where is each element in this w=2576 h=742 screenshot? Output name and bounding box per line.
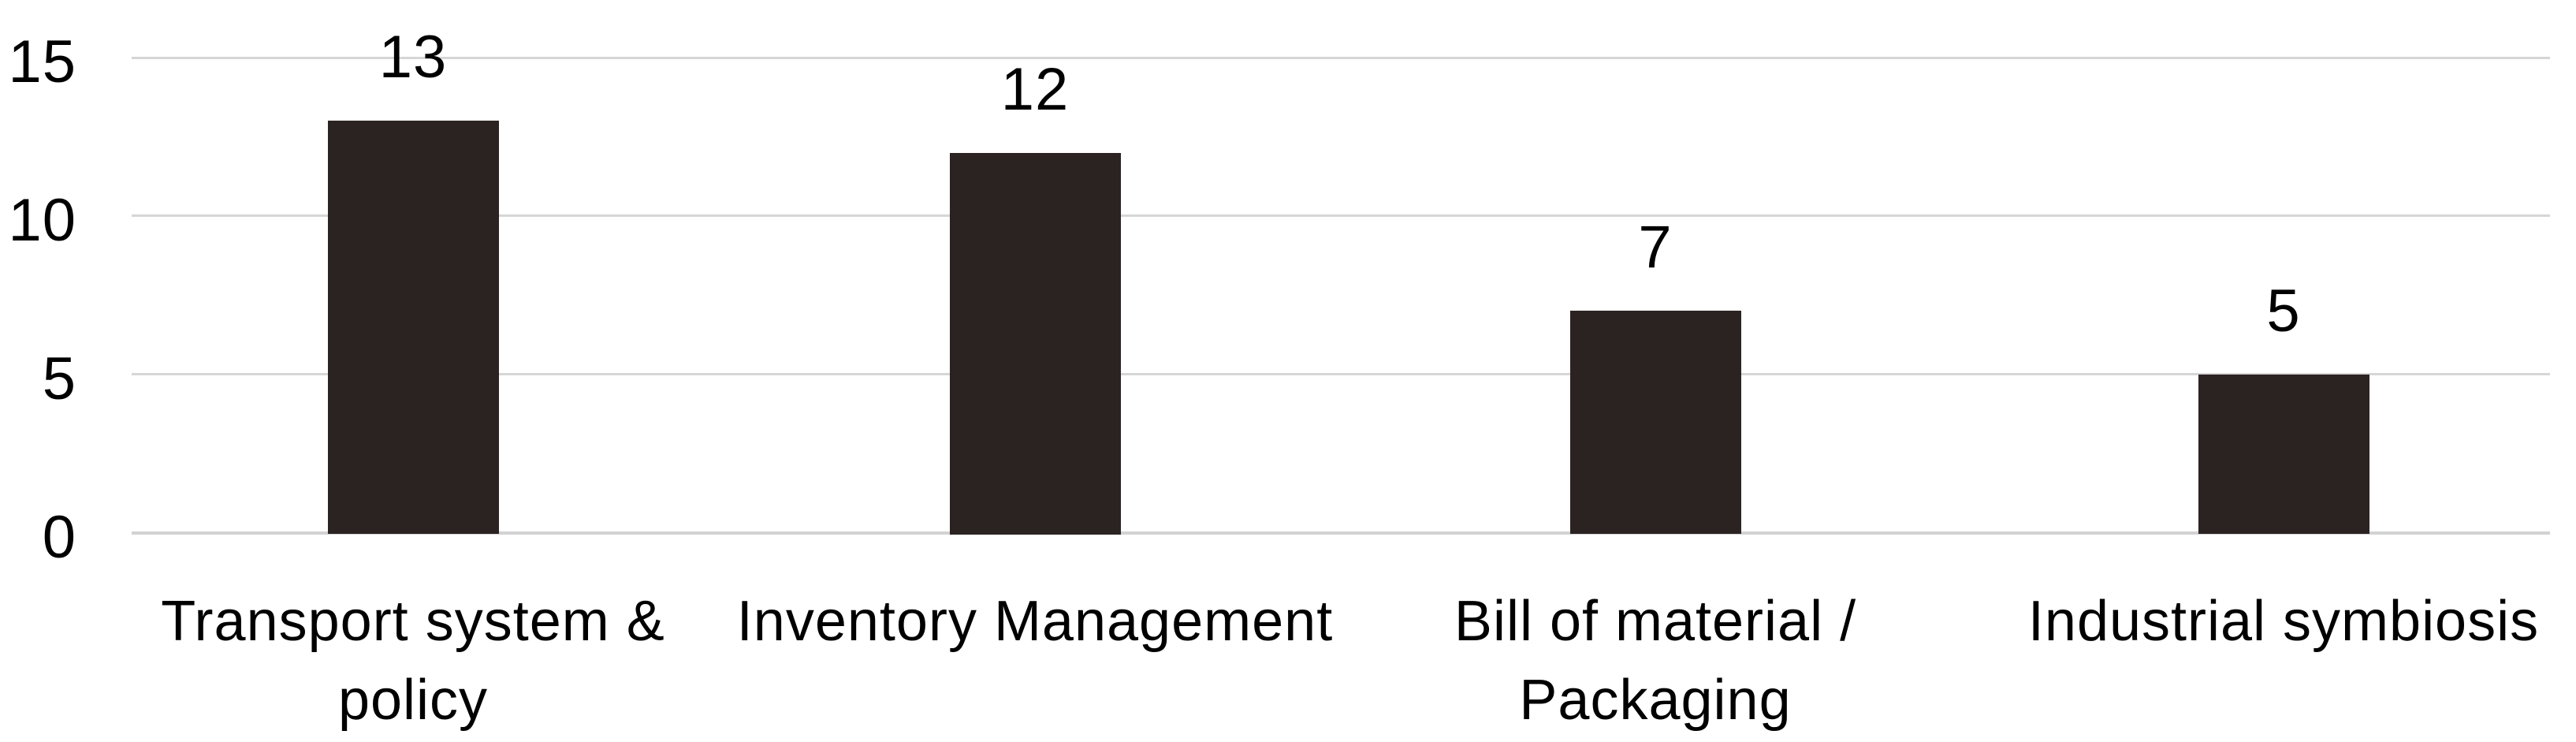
gridline xyxy=(132,373,2550,376)
bar xyxy=(2198,374,2369,535)
x-axis-category-label: Bill of material / Packaging xyxy=(1454,590,1857,732)
x-axis-category-label: Industrial symbiosis xyxy=(2027,590,2540,653)
y-axis-tick-label: 0 xyxy=(42,503,76,571)
bar-value-label: 13 xyxy=(378,24,448,91)
gridline xyxy=(132,214,2550,218)
bar-value-label: 7 xyxy=(1638,214,1673,282)
gridline xyxy=(132,56,2550,59)
y-axis-tick-label: 10 xyxy=(8,186,76,254)
x-axis-line xyxy=(132,531,2550,535)
x-axis-category-label: Inventory Management xyxy=(736,590,1334,653)
x-axis-category-label: Transport system & policy xyxy=(161,590,665,732)
y-axis-tick-label: 15 xyxy=(8,28,76,95)
bar-value-label: 12 xyxy=(1000,55,1070,123)
bar xyxy=(949,152,1121,535)
bar-value-label: 5 xyxy=(2266,277,2301,345)
y-axis-tick-label: 5 xyxy=(42,345,76,412)
bar xyxy=(327,121,499,535)
bar xyxy=(1569,311,1741,535)
